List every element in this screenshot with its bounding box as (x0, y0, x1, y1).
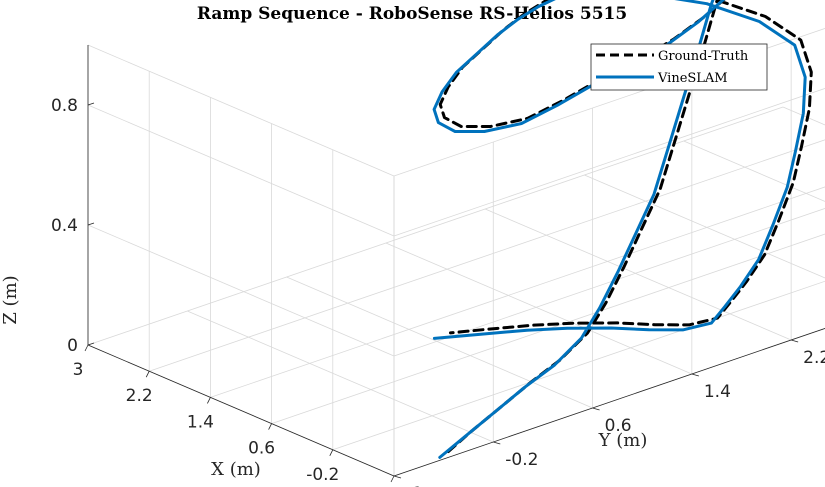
floor-grid-line (584, 174, 825, 279)
floor-grid-line (484, 208, 792, 341)
y-axis-label: Y (m) (598, 430, 648, 451)
x-tick-mark (329, 449, 334, 456)
floor-grid-line (210, 186, 825, 398)
legend-label-ground-truth: Ground-Truth (658, 49, 749, 64)
side-wall-grid-line (87, 44, 395, 177)
x-axis-line (87, 344, 395, 477)
series-line-vineslam (432, 0, 807, 459)
z-tick-label: 0 (67, 336, 78, 356)
y-tick-mark (691, 373, 699, 377)
floor-grid-line (683, 140, 825, 202)
z-axis-label: Z (m) (0, 275, 21, 324)
z-tick-mark (87, 342, 95, 346)
z-tick-label: 0.4 (51, 216, 78, 236)
y-tick-label: -0.2 (505, 450, 538, 470)
x-tick-mark (390, 475, 395, 483)
z-ticks: 0 0.4 0.8 (51, 96, 95, 356)
x-tick-mark (84, 344, 89, 352)
z-tick-label: 0.8 (51, 96, 78, 116)
x-tick-label: 2.2 (126, 386, 153, 406)
floor-grid-line (149, 139, 825, 372)
z-tick-mark (87, 222, 95, 226)
floor-grid-line (87, 106, 784, 346)
side-wall-grid-line (87, 104, 395, 237)
x-tick-label: -0.2 (306, 465, 339, 485)
z-tick-mark (87, 102, 95, 106)
x-axis-label: X (m) (211, 459, 261, 480)
x-tick-mark (268, 423, 272, 430)
floor-grid-line (385, 242, 693, 375)
floor-grid-line (286, 276, 593, 409)
series-lines (432, 0, 813, 459)
y-tick-label: 2.2 (803, 348, 825, 368)
floor-grid-line (332, 280, 825, 451)
back-wall-grid-line (393, 207, 825, 357)
y-axis-line (393, 327, 825, 477)
x-tick-label: 1.4 (187, 412, 214, 432)
y-tick-label: -1 (406, 484, 423, 487)
back-wall-grid-line (393, 87, 825, 237)
legend: Ground-Truth VineSLAM (590, 43, 768, 91)
y-tick-label: 1.4 (704, 382, 731, 402)
axes (87, 45, 825, 477)
floor-grid-line (187, 310, 494, 443)
chart-title: Ramp Sequence - RoboSense RS-Helios 5515 (197, 4, 627, 24)
x-tick-label: 3 (73, 360, 84, 380)
y-tick-mark (493, 441, 501, 445)
y-tick-label: 0.6 (605, 416, 632, 436)
legend-label-vineslam: VineSLAM (657, 71, 728, 86)
y-tick-mark (791, 339, 799, 343)
x-ticks: 32.21.40.6-0.2-1 (73, 344, 395, 485)
side-wall-grid-line (87, 224, 395, 357)
series-line-ground-truth (438, 0, 813, 453)
y-tick-mark (393, 475, 402, 479)
legend-box (590, 43, 768, 91)
y-tick-mark (592, 407, 600, 411)
x-tick-mark (145, 371, 150, 378)
x-tick-label: 0.6 (248, 439, 275, 459)
y-ticks: -1-0.20.61.42.233.84.6 (393, 339, 825, 487)
floor-grid-line (271, 233, 825, 424)
x-tick-mark (207, 397, 211, 404)
